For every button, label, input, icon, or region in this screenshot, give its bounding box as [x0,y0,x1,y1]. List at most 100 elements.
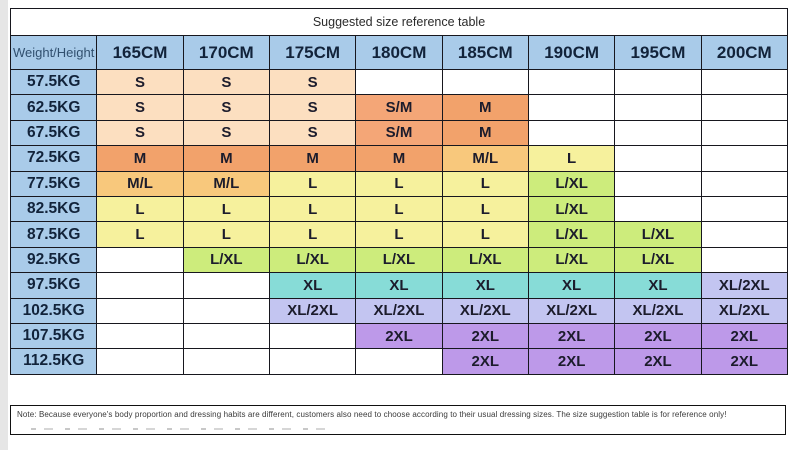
height-column-header: 185CM [441,35,529,70]
size-cell: S/M [355,119,443,147]
empty-cell [441,68,529,96]
table-row: 107.5KG 2XL 2XL 2XL 2XL 2XL [9,322,789,350]
size-cell: L [268,195,357,223]
weight-row-header: 57.5KG [9,68,98,96]
empty-cell [96,246,184,274]
weight-row-header: 77.5KG [9,170,98,197]
size-cell: XL/2XL [700,272,789,299]
empty-cell [614,170,702,197]
size-cell: L/XL [614,246,702,274]
empty-cell [182,272,270,299]
empty-cell [96,348,184,375]
size-cell: S [96,94,184,121]
empty-cell [182,348,270,375]
weight-row-header: 82.5KG [9,195,98,223]
size-cell: M/L [441,145,529,172]
note-text: Note: Because everyone's body proportion… [17,410,727,419]
size-cell: XL [355,272,443,299]
size-cell: M [268,145,357,172]
empty-cell [182,322,270,350]
empty-cell [96,272,184,299]
weight-row-header: 62.5KG [9,94,98,121]
empty-cell [614,68,702,96]
weight-row-header: 92.5KG [9,246,98,274]
size-cell: L/XL [268,246,357,274]
weight-row-header: 72.5KG [9,145,98,172]
size-cell: S [268,94,357,121]
size-cell: M [96,145,184,172]
table-row: 112.5KG 2XL 2XL 2XL 2XL [9,348,789,375]
empty-cell [700,145,789,172]
height-column-header: 195CM [614,35,702,70]
empty-cell [614,195,702,223]
height-column-header: 200CM [700,35,789,70]
table-row: 57.5KG S S S [9,68,789,96]
size-cell: 2XL [441,322,529,350]
size-cell: 2XL [700,348,789,375]
size-cell: 2XL [527,322,616,350]
size-cell: S [182,119,270,147]
weight-row-header: 112.5KG [9,348,98,375]
height-column-header: 170CM [182,35,270,70]
size-cell: M/L [182,170,270,197]
size-cell: XL/2XL [527,297,616,324]
size-cell: L/XL [527,170,616,197]
title-row: Suggested size reference table [10,8,788,36]
size-cell: XL [527,272,616,299]
size-cell: 2XL [355,322,443,350]
size-cell: L [441,170,529,197]
weight-row-header: 102.5KG [9,297,98,324]
size-cell: XL [614,272,702,299]
empty-cell [614,94,702,121]
size-cell: 2XL [614,322,702,350]
size-cell: S [182,94,270,121]
size-cell: L [527,145,616,172]
size-cell: S [182,68,270,96]
empty-cell [614,119,702,147]
size-cell: M [182,145,270,172]
table-row: 97.5KG XL XL XL XL XL XL/2XL [9,272,789,299]
size-cell: M [355,145,443,172]
size-cell: L [355,170,443,197]
empty-cell [182,297,270,324]
weight-row-header: 107.5KG [9,322,98,350]
size-cell: L [441,221,529,248]
size-cell: L/XL [527,221,616,248]
empty-cell [527,94,616,121]
empty-cell [268,322,357,350]
size-cell: L/XL [614,221,702,248]
size-cell: L [96,195,184,223]
height-column-header: 190CM [527,35,616,70]
empty-cell [527,119,616,147]
size-cell: L [355,221,443,248]
size-cell: XL/2XL [268,297,357,324]
height-header-row: Weight/Height 165CM 170CM 175CM 180CM 185CM 19… [9,35,789,70]
table-row: 82.5KG L L L L L L/XL [9,195,789,223]
size-cell: S [96,119,184,147]
empty-cell [527,68,616,96]
size-cell: S [268,68,357,96]
empty-cell [355,348,443,375]
weight-row-header: 67.5KG [9,119,98,147]
size-cell: M/L [96,170,184,197]
size-reference-table: Suggested size reference table Weight/He… [9,8,789,375]
table-row: 72.5KG M M M M M/L L [9,145,789,172]
table-row: 62.5KG S S S S/M M [9,94,789,121]
size-cell: M [441,94,529,121]
size-cell: L [355,195,443,223]
empty-cell [700,195,789,223]
size-cell: L/XL [527,246,616,274]
size-cell: XL [268,272,357,299]
size-cell: 2XL [441,348,529,375]
clipped-text-line [31,428,336,430]
size-cell: M [441,119,529,147]
height-column-header: 175CM [268,35,357,70]
weight-row-header: 97.5KG [9,272,98,299]
empty-cell [614,145,702,172]
left-gutter [0,0,8,450]
size-cell: L [268,221,357,248]
corner-label: Weight/Height [9,35,98,70]
size-cell: L [182,221,270,248]
table-row: 92.5KG L/XL L/XL L/XL L/XL L/XL L/XL [9,246,789,274]
size-cell: L/XL [527,195,616,223]
